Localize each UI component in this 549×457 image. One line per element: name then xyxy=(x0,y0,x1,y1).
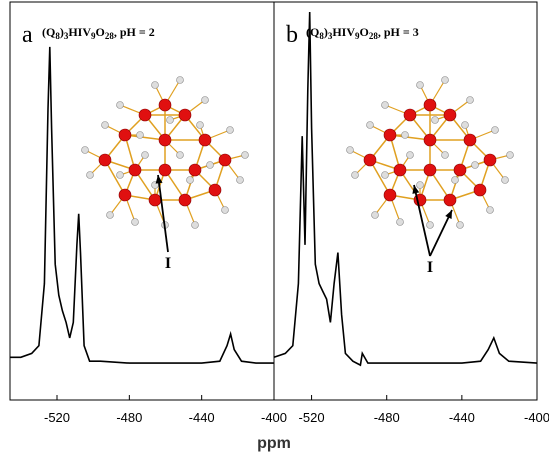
oxygen-atom xyxy=(107,212,114,219)
vanadium-atom xyxy=(99,154,111,166)
oxygen-atom xyxy=(242,152,249,159)
vanadium-atom xyxy=(139,109,151,121)
oxygen-atom xyxy=(207,162,214,169)
oxygen-atom xyxy=(402,132,409,139)
oxygen-atom xyxy=(227,127,234,134)
vanadium-atom xyxy=(179,194,191,206)
oxygen-atom xyxy=(462,122,469,129)
oxygen-atom xyxy=(237,177,244,184)
molecule-structure xyxy=(82,77,249,229)
vanadium-atom xyxy=(149,194,161,206)
vanadium-atom xyxy=(444,194,456,206)
oxygen-atom xyxy=(132,219,139,226)
annotation: I xyxy=(427,259,433,276)
oxygen-atom xyxy=(452,177,459,184)
oxygen-atom xyxy=(352,172,359,179)
oxygen-atom xyxy=(222,207,229,214)
oxygen-atom xyxy=(442,152,449,159)
oxygen-atom xyxy=(397,219,404,226)
oxygen-atom xyxy=(187,177,194,184)
spectrum-line xyxy=(10,47,274,363)
annotation: I xyxy=(165,255,171,272)
vanadium-atom xyxy=(219,154,231,166)
vanadium-atom xyxy=(129,164,141,176)
x-tick-label: -480 xyxy=(116,410,142,425)
oxygen-atom xyxy=(192,222,199,229)
oxygen-atom xyxy=(117,172,124,179)
oxygen-atom xyxy=(507,152,514,159)
oxygen-atom xyxy=(202,97,209,104)
vanadium-atom xyxy=(189,164,201,176)
x-tick-label: -520 xyxy=(44,410,70,425)
vanadium-atom xyxy=(444,109,456,121)
vanadium-atom xyxy=(384,189,396,201)
x-tick-label: -480 xyxy=(374,410,400,425)
x-tick-label: -400 xyxy=(261,410,287,425)
oxygen-atom xyxy=(117,102,124,109)
oxygen-atom xyxy=(367,122,374,129)
chart: ppm -520 -480 -440 -400 a (Q8)3HIV9O28, pH = … xyxy=(0,0,549,457)
oxygen-atom xyxy=(407,152,414,159)
oxygen-atom xyxy=(177,77,184,84)
vanadium-atom xyxy=(404,109,416,121)
oxygen-atom xyxy=(177,152,184,159)
oxygen-atom xyxy=(372,212,379,219)
oxygen-atom xyxy=(347,147,354,154)
oxygen-atom xyxy=(417,82,424,89)
oxygen-atom xyxy=(167,117,174,124)
vanadium-atom xyxy=(394,164,406,176)
oxygen-atom xyxy=(472,162,479,169)
oxygen-atom xyxy=(382,102,389,109)
x-axis-label: ppm xyxy=(257,435,291,452)
vanadium-atom xyxy=(484,154,496,166)
vanadium-atom xyxy=(454,164,466,176)
panel-letter: b xyxy=(286,22,298,48)
oxygen-atom xyxy=(82,147,89,154)
x-tick-label: -400 xyxy=(524,410,549,425)
x-tick-label: -520 xyxy=(299,410,325,425)
oxygen-atom xyxy=(427,222,434,229)
vanadium-atom xyxy=(424,134,436,146)
vanadium-atom xyxy=(199,134,211,146)
vanadium-atom xyxy=(424,164,436,176)
oxygen-atom xyxy=(87,172,94,179)
panel-title: (Q8)3HIV9O28, pH = 2 xyxy=(42,25,155,41)
vanadium-atom xyxy=(464,134,476,146)
vanadium-atom xyxy=(179,109,191,121)
panel-title: (Q8)3HIV9O28, pH = 3 xyxy=(306,25,419,41)
vanadium-atom xyxy=(474,184,486,196)
x-tick-label: -440 xyxy=(189,410,215,425)
vanadium-atom xyxy=(209,184,221,196)
x-tick-label: -440 xyxy=(449,410,475,425)
oxygen-atom xyxy=(457,222,464,229)
oxygen-atom xyxy=(492,127,499,134)
arrow-shaft xyxy=(158,175,168,252)
vanadium-atom xyxy=(159,99,171,111)
oxygen-atom xyxy=(152,82,159,89)
oxygen-atom xyxy=(417,182,424,189)
oxygen-atom xyxy=(487,207,494,214)
oxygen-atom xyxy=(142,152,149,159)
vanadium-atom xyxy=(424,99,436,111)
vanadium-atom xyxy=(159,134,171,146)
molecule-structure xyxy=(347,77,514,229)
oxygen-atom xyxy=(382,172,389,179)
vanadium-atom xyxy=(384,129,396,141)
spectrum-line xyxy=(274,12,537,365)
panel-letter: a xyxy=(22,22,33,48)
oxygen-atom xyxy=(467,97,474,104)
oxygen-atom xyxy=(197,122,204,129)
oxygen-atom xyxy=(432,117,439,124)
vanadium-atom xyxy=(119,189,131,201)
page: ppm -520 -480 -440 -400 a (Q8)3HIV9O28, pH = … xyxy=(0,0,549,457)
vanadium-atom xyxy=(159,164,171,176)
oxygen-atom xyxy=(442,77,449,84)
oxygen-atom xyxy=(502,177,509,184)
oxygen-atom xyxy=(102,122,109,129)
oxygen-atom xyxy=(137,132,144,139)
vanadium-atom xyxy=(364,154,376,166)
vanadium-atom xyxy=(119,129,131,141)
